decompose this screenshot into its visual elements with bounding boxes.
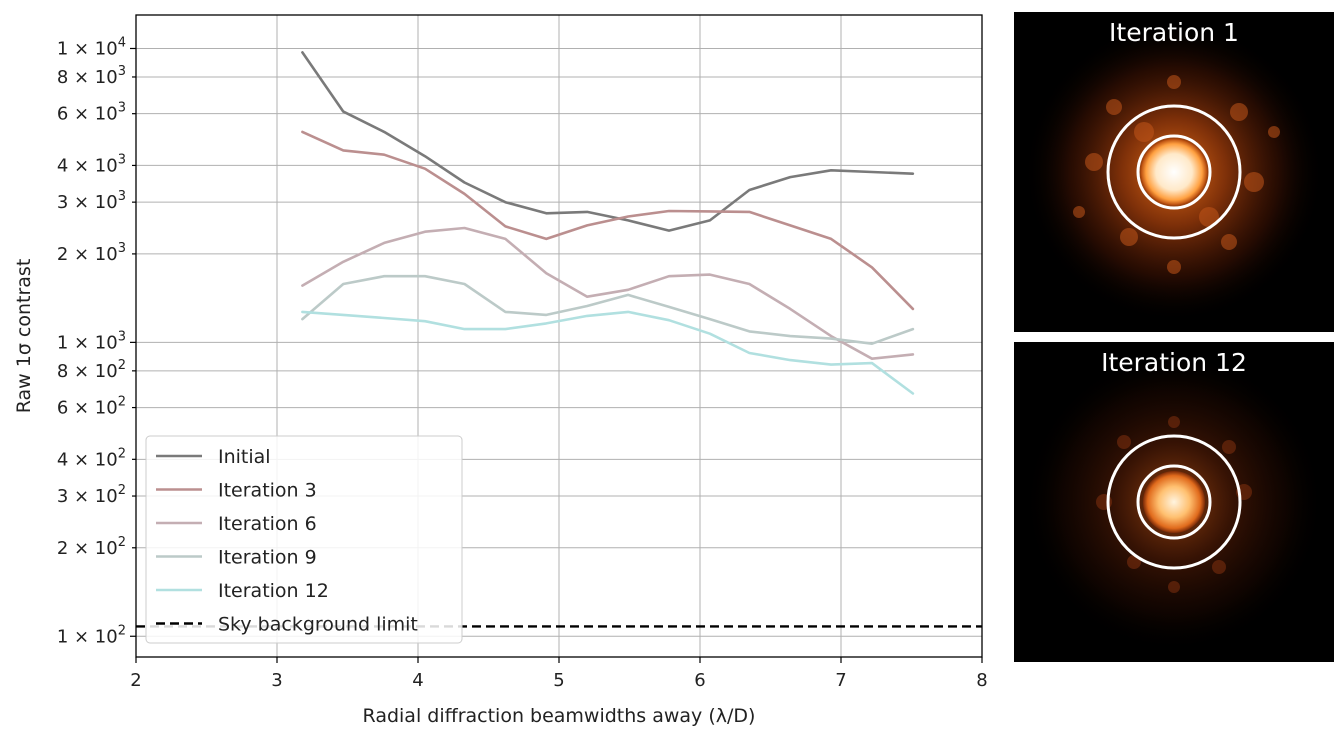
y-tick-label: 1 × 102 bbox=[57, 623, 126, 647]
y-tick-label: 6 × 102 bbox=[57, 395, 126, 419]
contrast-chart: 2 3 4 5 6 7 8 2 × 102 3 × 102 4 × 102 6 × 102 8 × 1… bbox=[13, 14, 988, 727]
y-tick-label: 3 × 102 bbox=[57, 483, 126, 507]
series-line bbox=[301, 51, 915, 232]
x-tick-label: 4 bbox=[412, 670, 423, 691]
x-tick-label: 5 bbox=[553, 670, 564, 691]
inner-aperture-ring bbox=[1136, 134, 1212, 210]
psf-image-iteration-1: Iteration 1 bbox=[1014, 12, 1334, 332]
panel-title: Iteration 1 bbox=[1109, 18, 1239, 47]
psf-core bbox=[1143, 471, 1205, 533]
outer-aperture-ring bbox=[1106, 104, 1242, 240]
y-tick-label: 6 × 103 bbox=[57, 101, 126, 125]
series-lines bbox=[301, 51, 915, 395]
y-axis-label: Raw 1σ contrast bbox=[13, 259, 35, 414]
axis-tick-labels: 2 3 4 5 6 7 8 2 × 102 3 × 102 4 × 102 6 × 102 8 × 1… bbox=[57, 35, 988, 691]
psf-image-iteration-12: Iteration 12 bbox=[1014, 342, 1334, 662]
y-tick-label: 4 × 103 bbox=[57, 152, 126, 176]
y-tick-label: 2 × 102 bbox=[57, 535, 126, 559]
y-tick-label: 3 × 103 bbox=[57, 189, 126, 213]
legend: Initial Iteration 3 Iteration 6 Iteration 9… bbox=[145, 435, 463, 644]
inner-aperture-ring bbox=[1136, 464, 1212, 540]
y-tick-label: 2 × 103 bbox=[57, 241, 126, 265]
legend-box bbox=[145, 435, 463, 644]
y-tick-label: 1 × 104 bbox=[57, 35, 126, 59]
panel-title: Iteration 12 bbox=[1101, 348, 1247, 377]
x-axis-label: Radial diffraction beamwidths away (λ/D) bbox=[363, 705, 756, 727]
legend-label: Iteration 12 bbox=[218, 580, 329, 602]
y-tick-label: 8 × 102 bbox=[57, 358, 126, 382]
x-tick-label: 6 bbox=[694, 670, 705, 691]
y-tick-label: 8 × 103 bbox=[57, 64, 126, 88]
series-line bbox=[301, 226, 915, 361]
axis-ticks bbox=[130, 47, 983, 663]
legend-label: Sky background limit bbox=[218, 614, 418, 636]
x-tick-label: 8 bbox=[976, 670, 987, 691]
y-tick-label: 4 × 102 bbox=[57, 446, 126, 470]
legend-label: Initial bbox=[218, 446, 271, 468]
y-tick-label: 1 × 103 bbox=[57, 329, 126, 353]
x-tick-label: 3 bbox=[271, 670, 282, 691]
grid-lines bbox=[135, 15, 983, 657]
legend-label: Iteration 3 bbox=[218, 480, 317, 502]
series-line bbox=[301, 310, 915, 395]
legend-label: Iteration 6 bbox=[218, 513, 317, 535]
series-line bbox=[301, 130, 915, 311]
outer-aperture-ring bbox=[1106, 434, 1242, 570]
psf-core bbox=[1141, 139, 1207, 205]
x-tick-label: 2 bbox=[130, 670, 141, 691]
series-line bbox=[301, 274, 915, 346]
x-tick-label: 7 bbox=[835, 670, 846, 691]
legend-label: Iteration 9 bbox=[218, 547, 317, 569]
